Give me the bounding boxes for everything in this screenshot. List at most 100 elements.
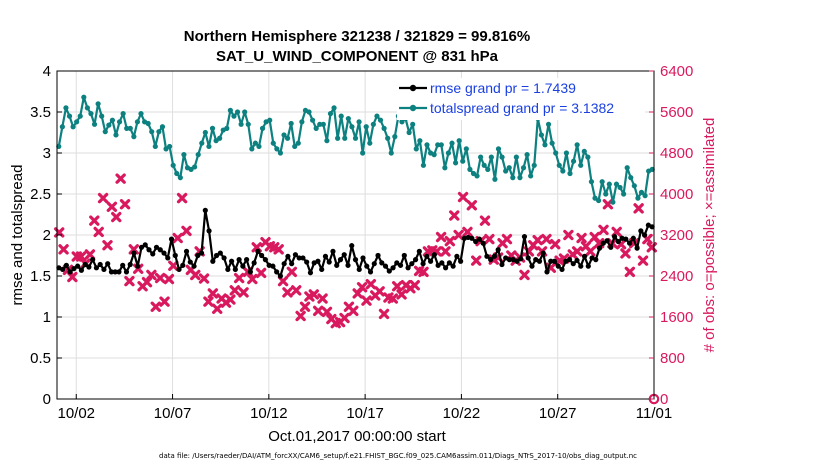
rmse-point: [101, 266, 107, 273]
rmse-point: [60, 266, 66, 273]
obs-assimilated-marker: [141, 276, 153, 288]
obs-assimilated-marker: [97, 192, 109, 204]
rmse-point: [341, 252, 347, 258]
rmse-point: [71, 266, 77, 272]
x-tick-label: 10/07: [154, 405, 192, 422]
totalspread-point: [549, 140, 555, 146]
obs-assimilated-marker: [576, 232, 587, 244]
totalspread-point: [252, 140, 259, 146]
rmse-point: [90, 257, 96, 263]
totalspread-point: [167, 143, 173, 150]
y-right-tick-label: 3200: [660, 227, 693, 244]
totalspread-point: [417, 138, 423, 144]
rmse-point: [330, 248, 336, 254]
rmse-point: [191, 263, 197, 269]
totalspread-point: [452, 160, 459, 166]
rmse-point: [473, 238, 479, 245]
obs-assimilated-marker: [624, 266, 636, 278]
obs-assimilated-marker: [365, 279, 377, 290]
x-tick-labels: 10/02 10/07 10/12 10/17 10/22 10/27 11/01: [57, 405, 672, 422]
y-right-tick-label: 4000: [660, 186, 693, 203]
obs-assimilated-marker: [203, 296, 214, 307]
rmse-point: [446, 260, 452, 266]
totalspread-point: [492, 176, 498, 182]
rmse-point: [454, 253, 460, 259]
rmse-point: [367, 269, 374, 275]
rmse-point: [296, 255, 302, 261]
rmse-point: [153, 244, 160, 250]
totalspread-point: [503, 168, 509, 174]
totalspread-point: [517, 175, 523, 181]
obs-assimilated-marker: [471, 255, 482, 266]
rmse-point: [356, 266, 362, 273]
obs-assimilated-marker: [159, 296, 170, 307]
y-left-tick-label: 3.5: [30, 104, 51, 121]
rmse-point: [548, 258, 554, 264]
obs-assimilated-series: [53, 173, 660, 405]
rmse-point: [649, 224, 655, 230]
totalspread-point: [488, 154, 494, 160]
obs-assimilated-marker: [84, 249, 96, 260]
rmse-point: [604, 238, 610, 244]
rmse-point: [304, 259, 310, 265]
totalspread-point: [374, 113, 380, 119]
obs-assimilated-marker: [295, 310, 306, 322]
rmse-point: [559, 266, 565, 273]
rmse-point: [259, 252, 265, 259]
rmse-point: [63, 262, 69, 268]
rmse-point: [536, 258, 543, 264]
rmse-point: [469, 235, 475, 241]
x-tick-label: 10/02: [57, 405, 95, 422]
obs-assimilated-marker: [541, 233, 552, 245]
rmse-point: [611, 234, 618, 240]
rmse-point: [247, 269, 253, 275]
rmse-point: [499, 261, 505, 268]
totalspread-point: [467, 166, 473, 172]
obs-assimilated-marker: [233, 272, 245, 284]
totalspread-point: [95, 101, 101, 107]
y-right-tick-label: 5600: [660, 104, 693, 121]
obs-assimilated-marker: [124, 275, 135, 287]
totalspread-point: [120, 111, 126, 117]
totalspread-point: [238, 121, 244, 127]
totalspread-point: [588, 179, 595, 185]
legend-background: [397, 78, 645, 120]
obs-assimilated-marker: [501, 233, 513, 245]
totalspread-point: [638, 189, 645, 195]
rmse-point: [165, 255, 171, 261]
totalspread-point: [181, 152, 187, 158]
totalspread-point: [481, 162, 487, 168]
totalspread-series: [56, 94, 655, 205]
rmse-point: [97, 261, 103, 268]
rmse-point: [431, 252, 437, 258]
rmse-point: [634, 245, 640, 251]
x-tick-label: 10/17: [346, 405, 384, 422]
rmse-point: [289, 261, 295, 267]
totalspread-point: [513, 154, 519, 160]
totalspread-point: [599, 179, 605, 185]
totalspread-point: [510, 175, 516, 181]
totalspread-point: [578, 162, 584, 168]
obs-assimilated-marker: [440, 246, 451, 257]
y-right-tick-label: 1600: [660, 309, 693, 326]
totalspread-point: [109, 117, 116, 123]
y-left-tick-labels: 0 0.5 1 1.5 2 2.5 3 3.5 4: [30, 63, 51, 408]
totalspread-point: [617, 184, 623, 191]
rmse-point: [405, 265, 411, 271]
rmse-point: [123, 269, 130, 275]
rmse-point: [337, 257, 344, 263]
totalspread-point: [288, 120, 294, 127]
rmse-point: [240, 263, 246, 269]
obs-assimilated-marker: [317, 293, 328, 304]
rmse-point: [518, 256, 524, 262]
rmse-point: [521, 234, 528, 240]
totalspread-point: [610, 199, 616, 205]
totalspread-point: [267, 117, 273, 123]
rmse-point: [161, 250, 167, 256]
totalspread-point: [531, 162, 537, 168]
totalspread-point: [438, 142, 444, 148]
totalspread-point: [206, 143, 212, 150]
totalspread-point: [442, 165, 448, 171]
obs-assimilated-marker: [409, 280, 420, 291]
rmse-point: [476, 236, 483, 242]
